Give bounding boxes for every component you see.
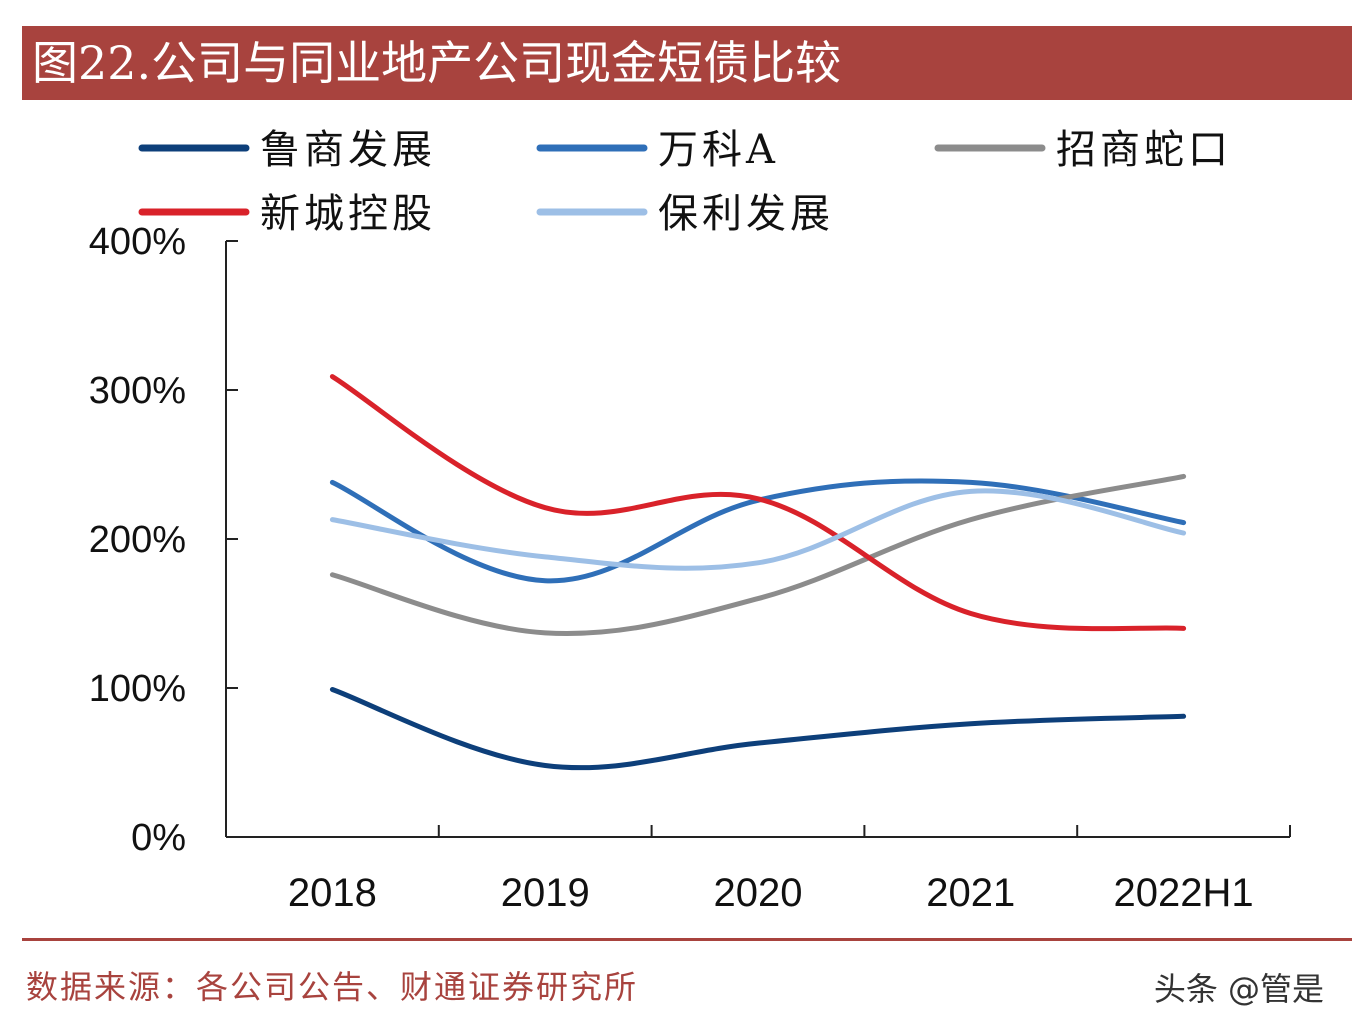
legend-label: 新城控股 [260, 191, 436, 237]
chart-title: 图22.公司与同业地产公司现金短债比较 [32, 36, 842, 90]
series-line-3 [329, 473, 1187, 636]
legend-label: 招商蛇口 [1056, 127, 1232, 173]
x-tick-label: 2022H1 [1114, 871, 1254, 915]
data-source: 数据来源：各公司公告、财通证券研究所 [26, 968, 639, 1006]
series-line-2 [329, 478, 1187, 584]
x-tick-label: 2021 [926, 871, 1015, 915]
title-bar: 图22.公司与同业地产公司现金短债比较 [22, 26, 1352, 100]
series-lines [329, 374, 1187, 771]
series-line-1 [329, 686, 1187, 771]
footer-divider [22, 938, 1352, 941]
x-tick-label: 2018 [288, 871, 377, 915]
y-tick-label: 300% [89, 370, 186, 412]
series-line-5 [329, 488, 1187, 571]
x-tick-label: 2020 [714, 871, 803, 915]
y-tick-label: 100% [89, 668, 186, 710]
legend-label: 鲁商发展 [260, 127, 436, 173]
chart-area: 鲁商发展 万科A 招商蛇口新城控股 保利发展 0% 100% 200% 300% 400% 20… [0, 100, 1354, 930]
watermark: 头条 @管是 [1153, 970, 1324, 1008]
series-line-4 [329, 374, 1187, 632]
legend-label: 万科A [658, 127, 779, 173]
x-tick-label: 2019 [501, 871, 590, 915]
y-tick-label: 0% [131, 817, 186, 859]
y-tick-label: 200% [89, 519, 186, 561]
y-tick-label: 400% [89, 221, 186, 263]
legend-label: 保利发展 [658, 191, 834, 237]
axes: 0% 100% 200% 300% 400% 2018 2019 2020 2021 2022H1 [89, 221, 1291, 915]
